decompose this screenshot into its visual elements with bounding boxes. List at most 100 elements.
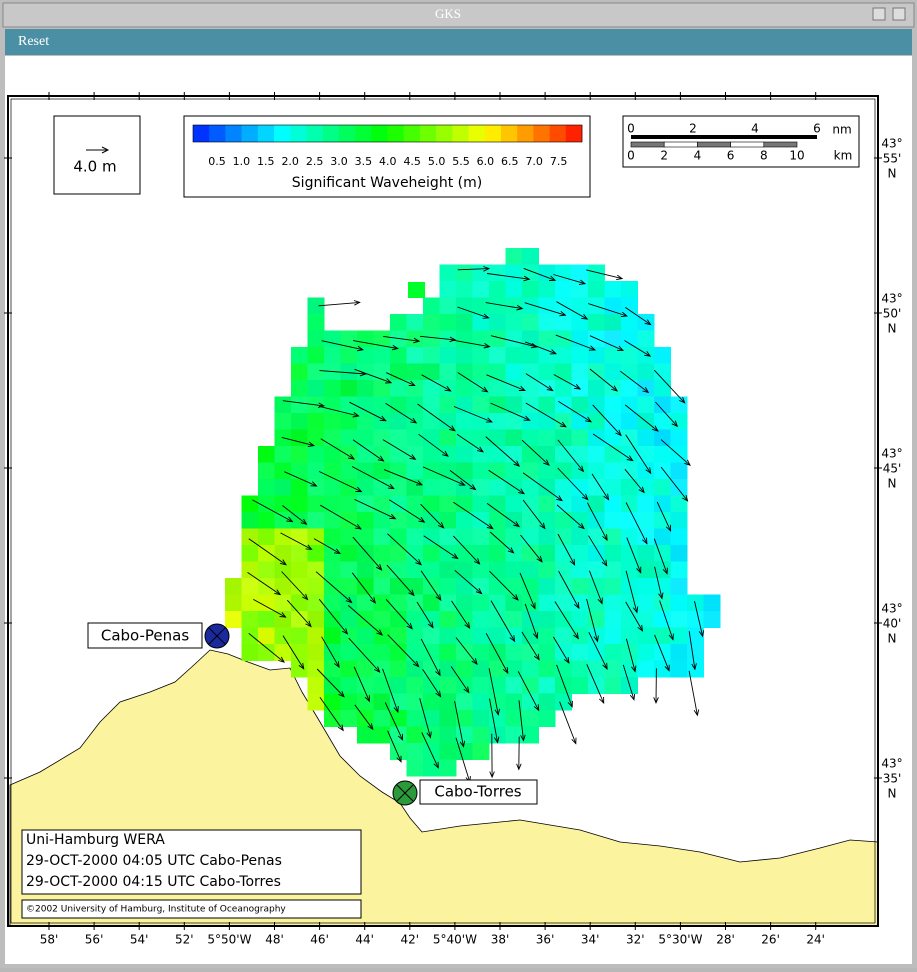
wave-cell [291,496,308,513]
wave-cell [275,413,292,430]
colorbar-segment [404,125,421,142]
info-line: Uni-Hamburg WERA [26,832,165,848]
wave-cell [390,628,407,645]
wave-cell [489,364,506,381]
wave-cell [258,628,275,645]
wave-cell [638,446,655,463]
wave-cell [539,397,556,414]
wave-cell [473,694,490,711]
wave-cell [522,347,539,364]
wave-cell [357,694,374,711]
wave-cell [638,644,655,661]
wave-cell [324,331,341,348]
wave-cell [258,611,275,628]
wave-cell [506,430,523,447]
wave-cell [473,710,490,727]
lon-label: 52' [175,933,194,947]
wave-cell [456,265,473,282]
wave-cell [555,545,572,562]
colorbar-segment [225,125,242,142]
wave-cell [522,529,539,546]
colorbar-tick-label: 6.5 [501,155,519,168]
wave-cell [324,430,341,447]
wave-cell [638,661,655,678]
wave-cell [605,446,622,463]
wave-cell [440,314,457,331]
wave-cell [390,727,407,744]
wave-cell [423,545,440,562]
wave-cell [341,529,358,546]
wave-cell [539,644,556,661]
wave-cell [374,512,391,529]
colorbar-segment [193,125,210,142]
wave-cell [539,677,556,694]
wave-cell [374,578,391,595]
wave-cell [704,595,721,612]
wave-cell [588,463,605,480]
wave-cell [407,397,424,414]
wave-cell [225,595,242,612]
wave-cell [687,611,704,628]
wave-cell [572,331,589,348]
wave-cell [456,413,473,430]
reset-menu[interactable]: Reset [18,34,49,49]
wave-cell [423,562,440,579]
wave-cell [341,644,358,661]
wave-cell [605,628,622,645]
wave-cell [489,446,506,463]
wave-cell [357,496,374,513]
wave-cell [605,281,622,298]
wave-cell [242,529,259,546]
wave-cell [440,595,457,612]
wave-cell [308,628,325,645]
wave-cell [572,281,589,298]
wave-cell [324,347,341,364]
wave-cell [588,397,605,414]
wave-cell [588,446,605,463]
wave-cell [522,710,539,727]
wave-cell [489,479,506,496]
wave-cell [555,677,572,694]
wave-cell [324,628,341,645]
wave-cell [522,562,539,579]
wave-cell [456,314,473,331]
wave-cell [275,496,292,513]
wave-cell [506,281,523,298]
wave-cell [440,710,457,727]
wave-cell [324,529,341,546]
info-line: 29-OCT-2000 04:05 UTC Cabo-Penas [26,853,282,869]
wave-cell [473,347,490,364]
colorbar-segment [485,125,502,142]
wave-cell [555,595,572,612]
wave-cell [473,265,490,282]
wave-cell [440,265,457,282]
wave-cell [390,529,407,546]
wave-cell [671,661,688,678]
wave-cell [638,397,655,414]
minimize-button[interactable] [873,8,885,20]
wave-cell [588,430,605,447]
wave-cell [671,595,688,612]
wave-cell [654,430,671,447]
wave-cell [588,562,605,579]
wave-cell [258,529,275,546]
wave-cell [275,644,292,661]
wave-cell [440,628,457,645]
wave-cell [357,545,374,562]
wave-cell [539,364,556,381]
wave-cell [308,644,325,661]
wave-cell [506,331,523,348]
wave-cell [341,347,358,364]
lat-label: 43° [881,292,902,306]
wave-cell [407,628,424,645]
wave-cell [506,314,523,331]
wave-cell [588,578,605,595]
wave-cell [539,611,556,628]
maximize-button[interactable] [893,8,905,20]
colorbar-segment [469,125,486,142]
lat-label: N [888,632,897,646]
vector-legend-box [54,116,140,194]
colorbar-tick-label: 3.0 [330,155,348,168]
wave-cell [440,298,457,315]
wave-cell [671,397,688,414]
